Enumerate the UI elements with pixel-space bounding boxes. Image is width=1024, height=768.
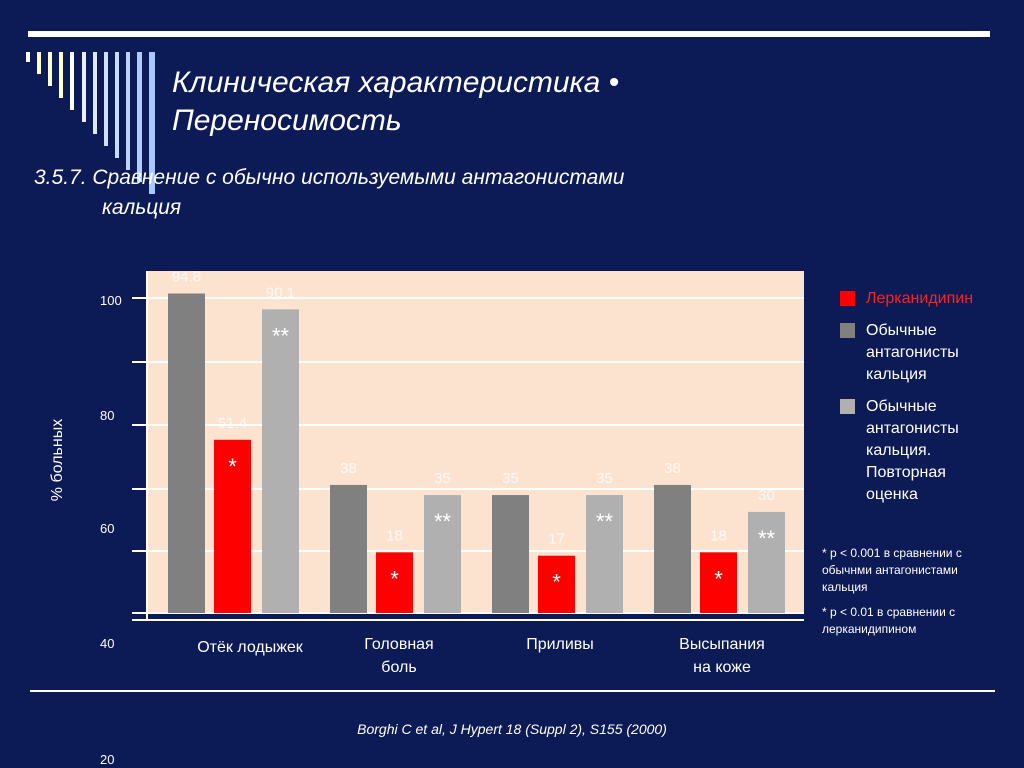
subtitle-line: кальция [102, 196, 182, 219]
bar-value-label: 94.8 [172, 269, 201, 286]
bar [214, 439, 251, 613]
y-tick-label: 80 [100, 408, 114, 423]
bar-value-label: 18 [386, 527, 403, 544]
legend-item-lercanidipine: Лерканидипин [838, 288, 1024, 310]
bar [330, 484, 367, 613]
bar [376, 552, 413, 613]
footnote-line: * p < 0.01 в сравнении с [822, 605, 956, 619]
legend-label: Обычные [866, 398, 937, 415]
category-label: Отёк лодыжек [197, 639, 304, 656]
bar-value-label: 90.1 [266, 284, 295, 301]
slide-subtitle: 3.5.7. Сравнение с обычно используемыми … [34, 163, 794, 223]
stripe [48, 52, 52, 86]
significance-mark: * [552, 570, 561, 595]
significance-mark: ** [596, 509, 614, 534]
legend-label: Обычные [866, 322, 937, 339]
legend-label: кальция [866, 366, 927, 383]
bar-value-label: 35 [502, 470, 519, 487]
bar-value-label: 17 [548, 531, 565, 548]
bar [262, 309, 299, 613]
category-label: на коже [693, 659, 751, 676]
legend-swatch [840, 323, 855, 338]
legend-label: Повторная [866, 464, 946, 481]
bar [492, 495, 529, 613]
legend-label: Лерканидипин [866, 290, 974, 307]
bar [424, 495, 461, 613]
significance-mark: * [228, 454, 237, 479]
subtitle-line: 3.5.7. Сравнение с обычно используемыми … [34, 166, 625, 189]
category-label: Приливы [526, 636, 594, 653]
footnote-line: лерканидипином [822, 622, 917, 636]
y-tick-label: 40 [100, 636, 114, 651]
legend-label: оценка [866, 486, 918, 503]
significance-mark: * [390, 566, 399, 591]
significance-mark: * [714, 566, 723, 591]
bar [168, 293, 205, 613]
legend-label: антагонисты [866, 420, 959, 437]
stripe [26, 52, 30, 62]
legend-item-conventional-repeat: Обычные антагонисты кальция. Повторная о… [838, 396, 1024, 506]
footnote-line: кальция [822, 580, 868, 594]
y-tick-label: 20 [100, 752, 114, 767]
bar-value-label: 35 [434, 470, 451, 487]
y-tick-label: 100 [100, 293, 122, 308]
category-label: Головная [364, 636, 433, 653]
legend-swatch [840, 291, 855, 306]
category-label: боль [381, 659, 416, 676]
stripe [115, 52, 119, 158]
top-rule [28, 31, 990, 37]
stripe [137, 52, 142, 182]
decorative-stripes [26, 52, 155, 194]
footnote: * p < 0.001 в сравнении с обычнми антаго… [822, 545, 1022, 596]
bar-value-label: 30 [758, 487, 775, 504]
footnote-line: обычнми антагонистами [822, 563, 958, 577]
significance-mark: ** [434, 509, 452, 534]
bar [700, 552, 737, 613]
legend-label: антагонисты [866, 344, 959, 361]
slide-title: Клиническая характеристика • Переносимос… [172, 64, 812, 140]
bar [654, 484, 691, 613]
legend-swatch [840, 399, 855, 414]
bar-value-label: 35 [596, 470, 613, 487]
y-axis-label: % больных [49, 419, 66, 501]
plot-area [147, 271, 804, 613]
legend-label: кальция. [866, 442, 932, 459]
footnote: * p < 0.01 в сравнении с лерканидипином [822, 604, 1022, 638]
legend-item-conventional: Обычные антагонисты кальция [838, 320, 1024, 386]
bar-value-label: 38 [664, 460, 681, 477]
bar [586, 495, 623, 613]
title-line: Переносимость [172, 104, 402, 137]
category-label: Высыпания [679, 636, 765, 653]
bar-value-label: 38 [340, 460, 357, 477]
stripe [70, 52, 74, 110]
bottom-rule [30, 690, 995, 692]
stripe [93, 52, 97, 134]
stripe [59, 52, 63, 98]
stripe [104, 52, 108, 146]
stripe [126, 52, 130, 170]
stripe [37, 52, 41, 74]
significance-mark: ** [272, 323, 290, 348]
bar [748, 511, 785, 613]
stripe [82, 52, 86, 122]
bar-value-label: 51.4 [218, 415, 247, 432]
legend: Лерканидипин Обычные антагонисты кальция… [838, 288, 1024, 516]
citation: Borghi C et al, J Hypert 18 (Suppl 2), S… [357, 721, 667, 737]
footnotes: * p < 0.001 в сравнении с обычнми антаго… [822, 545, 1022, 646]
bar-value-label: 18 [710, 527, 727, 544]
footnote-line: * p < 0.001 в сравнении с [822, 546, 962, 560]
y-tick-label: 60 [100, 521, 114, 536]
title-line: Клиническая характеристика • [172, 66, 620, 99]
bar [538, 555, 575, 613]
stripe [149, 52, 155, 194]
significance-mark: ** [758, 526, 776, 551]
